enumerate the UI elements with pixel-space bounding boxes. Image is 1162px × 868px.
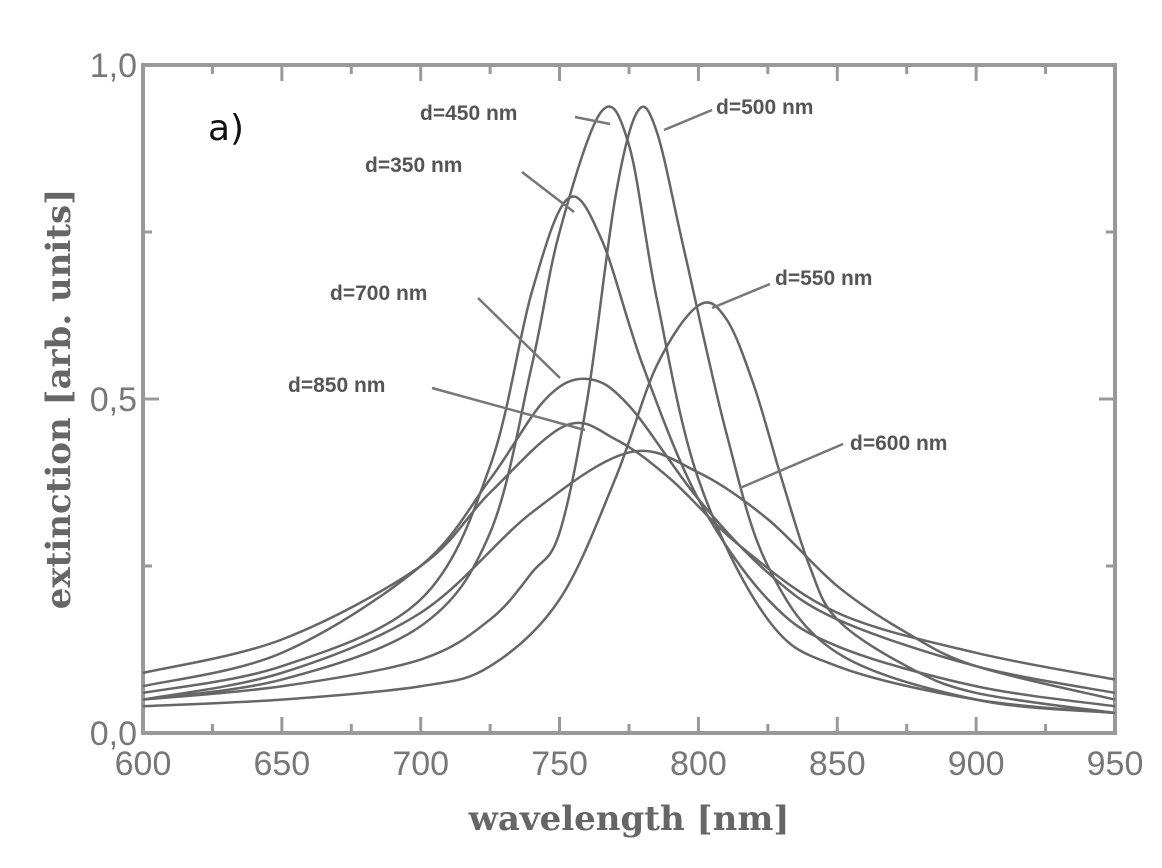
leader-d850 (431, 386, 586, 432)
leader-d450 (574, 115, 611, 126)
curve-450nm (142, 105, 1116, 715)
leader-d700 (477, 297, 561, 379)
y-axis-title: extinction [arb. units] (39, 189, 79, 610)
y-tick-label: 0,5 (90, 381, 137, 419)
x-tick-label: 750 (531, 745, 588, 783)
leader-d600 (739, 442, 844, 490)
label-d600: d=600 nm (850, 432, 947, 455)
curve-600nm (142, 449, 1116, 701)
leader-d550 (711, 282, 771, 310)
x-tick-label: 600 (115, 745, 172, 783)
x-tick-label: 650 (253, 745, 310, 783)
curve-550nm (142, 301, 1116, 715)
curve-350nm (142, 195, 1116, 708)
x-tick-label: 800 (670, 745, 727, 783)
x-axis-title: wavelength [nm] (468, 799, 790, 839)
plot-frame (141, 63, 1117, 735)
x-tick-label: 950 (1087, 745, 1144, 783)
label-d350: d=350 nm (365, 154, 462, 177)
curve-850nm (142, 421, 1116, 681)
label-d850: d=850 nm (288, 374, 385, 397)
x-tick-label: 850 (809, 745, 866, 783)
y-tick-label: 1,0 (90, 47, 137, 85)
panel-label: a) (208, 108, 244, 149)
label-d500: d=500 nm (716, 96, 813, 119)
curve-500nm (142, 105, 1116, 715)
leader-d500 (663, 108, 713, 132)
label-d700: d=700 nm (330, 282, 427, 305)
leader-d350 (521, 171, 575, 213)
annotations (431, 108, 844, 490)
y-tick-label: 0,0 (90, 715, 137, 753)
label-d550: d=550 nm (775, 267, 872, 290)
curve-700nm (142, 377, 1116, 695)
x-tick-label: 700 (392, 745, 449, 783)
x-tick-label: 900 (948, 745, 1005, 783)
label-d450: d=450 nm (420, 102, 517, 125)
